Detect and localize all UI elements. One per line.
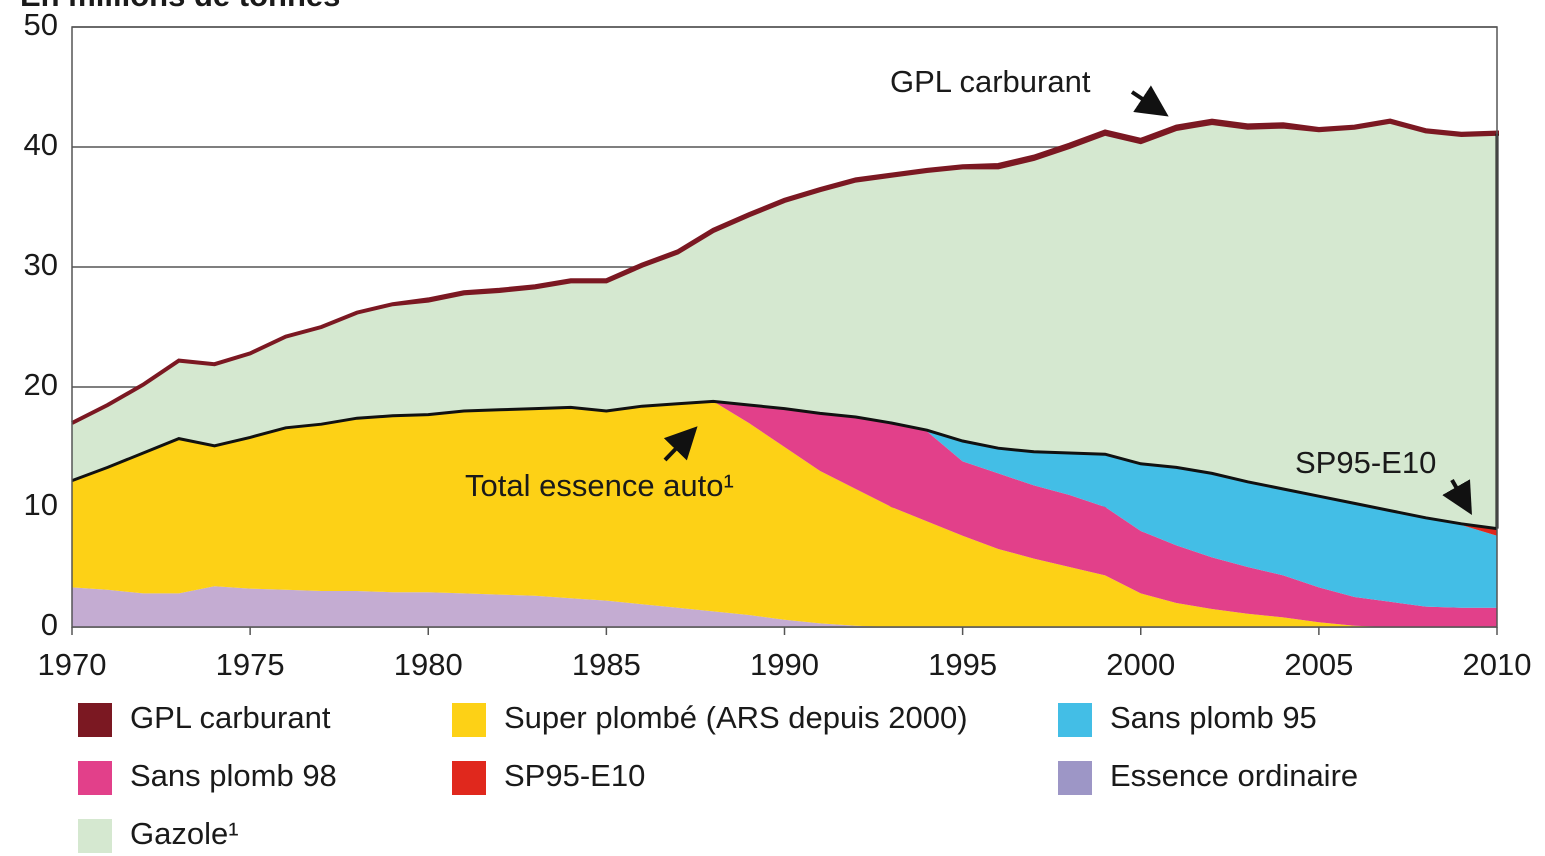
legend-label: Sans plomb 95: [1110, 700, 1317, 735]
y-tick-label: 40: [24, 127, 58, 162]
annotation-arrow: [1442, 479, 1472, 515]
x-tick-label: 2005: [1284, 647, 1353, 682]
area: [72, 121, 1497, 529]
y-tick-label: 10: [24, 487, 58, 522]
legend-label: Sans plomb 98: [130, 758, 337, 793]
annotation-arrow: [1130, 85, 1169, 117]
legend-label: Gazole¹: [130, 816, 239, 851]
area: [72, 401, 1497, 608]
x-tick-label: 2010: [1463, 647, 1532, 682]
legend-swatch: [452, 703, 486, 737]
area: [72, 586, 1497, 627]
legend-label: Essence ordinaire: [1110, 758, 1358, 793]
legend-swatch: [78, 819, 112, 853]
x-tick-label: 1970: [38, 647, 107, 682]
x-tick-label: 1985: [572, 647, 641, 682]
legend-label: GPL carburant: [130, 700, 331, 735]
legend-swatch: [78, 703, 112, 737]
x-tick-label: 2000: [1106, 647, 1175, 682]
legend-label: SP95-E10: [504, 758, 645, 793]
x-tick-label: 1975: [216, 647, 285, 682]
x-tick-label: 1980: [394, 647, 463, 682]
annotation: GPL carburant: [890, 64, 1091, 99]
area: [72, 401, 1497, 627]
x-tick-label: 1995: [928, 647, 997, 682]
x-tick-label: 1990: [750, 647, 819, 682]
plot: [71, 26, 1499, 635]
essence-total-line: [71, 399, 1498, 531]
legend-label: Super plombé (ARS depuis 2000): [504, 700, 968, 735]
y-tick-label: 30: [24, 247, 58, 282]
y-tick-label: 0: [41, 607, 58, 642]
legend-swatch: [78, 761, 112, 795]
legend-swatch: [1058, 703, 1092, 737]
legend-swatch: [1058, 761, 1092, 795]
axis-label: En millions de tonnes: [20, 0, 340, 13]
area: [72, 401, 1497, 627]
legend-swatch: [452, 761, 486, 795]
y-tick-label: 20: [24, 367, 58, 402]
annotation: SP95-E10: [1295, 445, 1436, 480]
annotation: Total essence auto¹: [465, 468, 734, 503]
annotation-arrow: [663, 426, 698, 462]
y-tick-label: 50: [24, 7, 58, 42]
